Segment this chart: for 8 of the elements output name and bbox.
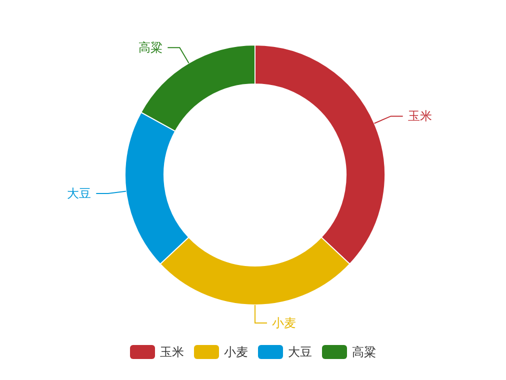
- slice-label: 玉米: [408, 109, 432, 124]
- legend-label: 高粱: [352, 345, 376, 359]
- slice-label: 大豆: [67, 186, 92, 201]
- legend-label: 玉米: [160, 345, 184, 359]
- legend-label: 小麦: [224, 345, 248, 359]
- slice-label: 高粱: [138, 40, 163, 55]
- slice-label: 小麦: [272, 316, 296, 330]
- legend-label: 大豆: [288, 345, 312, 359]
